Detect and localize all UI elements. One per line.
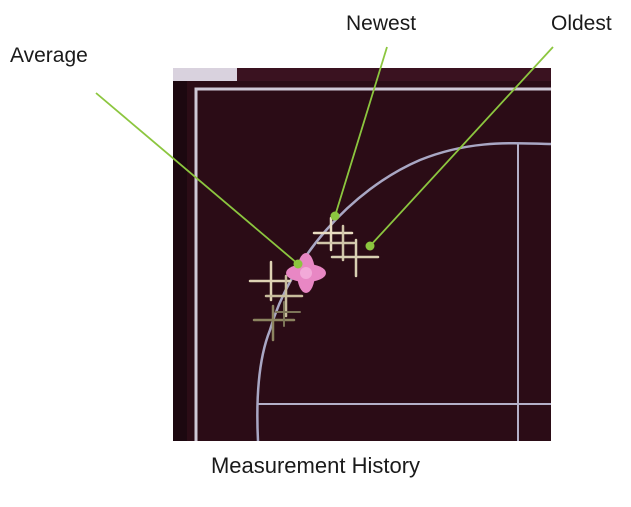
marker-oldest [330,238,380,278]
label-newest: Newest [346,12,417,35]
marker [275,301,301,327]
measurement-markers [248,216,380,342]
callout-dot-newest [330,211,340,221]
marker-newest [312,216,354,252]
callout-line-newest [334,46,388,217]
figure-caption: Measurement History [210,453,421,478]
callout-dot-average [293,259,303,269]
marker [248,260,292,302]
callout-line-average [95,92,299,265]
callouts [95,46,554,269]
callout-line-oldest [369,46,554,247]
callout-dot-oldest [365,241,375,251]
marker [264,274,304,318]
instrument-screen-photo [173,68,552,442]
label-oldest: Oldest [551,12,612,35]
label-average: Average [10,44,88,67]
marker [316,224,356,262]
marker [252,304,296,342]
